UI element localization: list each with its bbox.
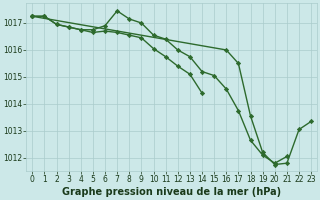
X-axis label: Graphe pression niveau de la mer (hPa): Graphe pression niveau de la mer (hPa) [62, 187, 281, 197]
